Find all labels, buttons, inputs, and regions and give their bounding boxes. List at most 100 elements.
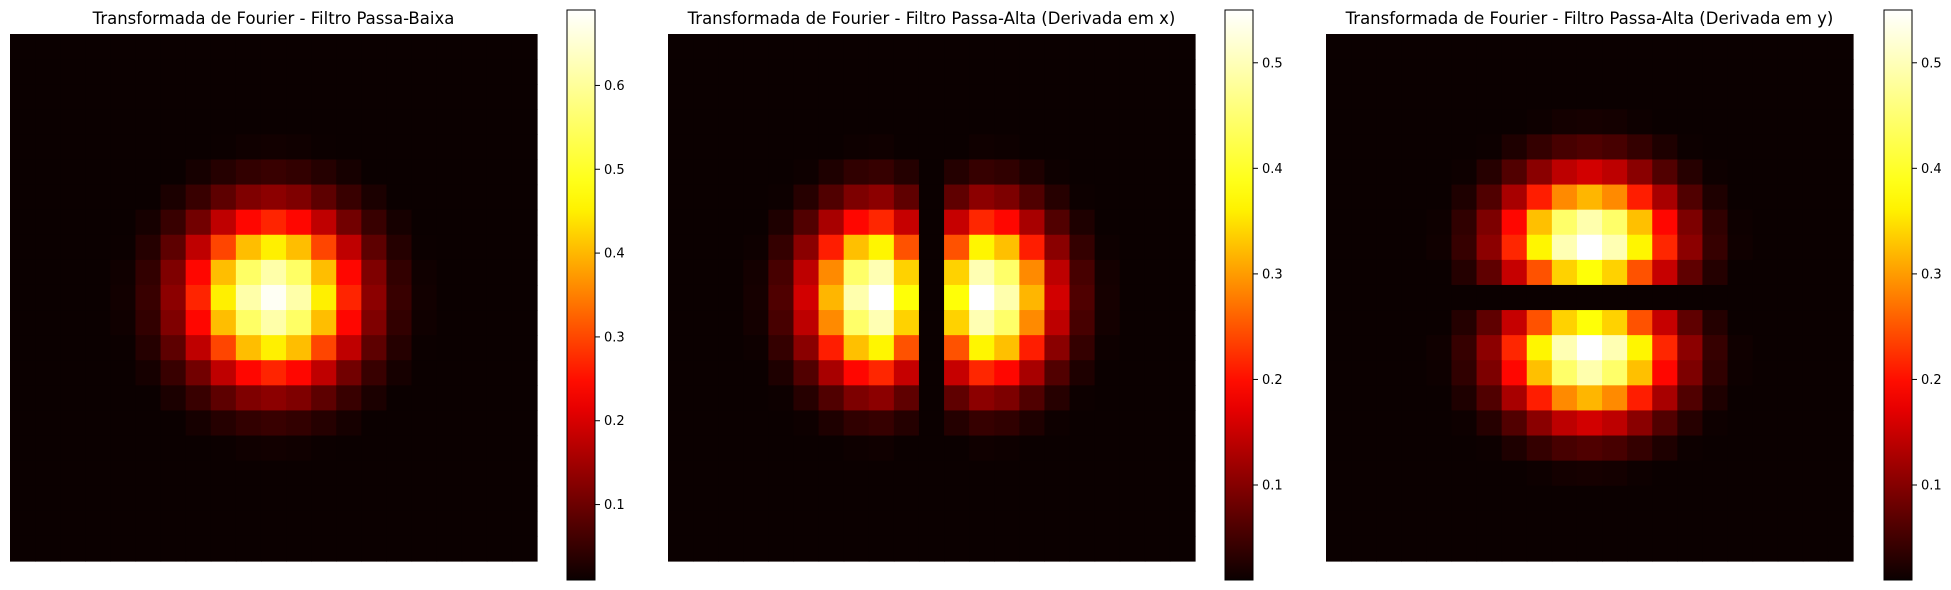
heatmap-cell xyxy=(260,385,287,412)
heatmap-cell xyxy=(511,360,538,386)
heatmap-cell xyxy=(1802,310,1829,336)
heatmap-cell xyxy=(1802,209,1829,236)
heatmap-cell xyxy=(1451,435,1478,462)
heatmap-cell xyxy=(918,134,945,161)
heatmap-cell xyxy=(35,84,61,110)
heatmap-cell xyxy=(486,234,513,261)
heatmap-cell xyxy=(1451,535,1478,562)
heatmap-cell xyxy=(1627,410,1653,437)
heatmap-cell xyxy=(1777,385,1804,412)
heatmap-cell xyxy=(818,460,845,487)
heatmap-cell xyxy=(1702,485,1729,512)
heatmap-cell xyxy=(1451,310,1478,336)
heatmap-cell xyxy=(386,59,413,85)
heatmap-cell xyxy=(893,360,920,386)
heatmap-cell xyxy=(511,209,538,236)
heatmap-cell xyxy=(1576,184,1603,211)
heatmap-cell xyxy=(1677,460,1704,487)
heatmap-cell xyxy=(260,59,287,85)
heatmap-cell xyxy=(135,360,162,386)
heatmap-cell xyxy=(286,284,312,311)
heatmap-cell xyxy=(1426,310,1453,336)
heatmap-cell xyxy=(436,385,463,412)
heatmap-cell xyxy=(1702,59,1729,85)
heatmap-cell xyxy=(668,535,694,562)
heatmap-cell xyxy=(944,109,970,135)
heatmap-cell xyxy=(35,34,61,60)
heatmap-cell xyxy=(1802,109,1829,135)
heatmap-cell xyxy=(668,360,694,386)
heatmap-cell xyxy=(1702,34,1729,60)
heatmap-cell xyxy=(361,34,388,60)
heatmap-cell xyxy=(1652,535,1678,562)
heatmap-cell xyxy=(311,109,337,135)
heatmap-cell xyxy=(1677,410,1704,437)
heatmap-cell xyxy=(1551,310,1578,336)
heatmap-cell xyxy=(286,234,312,261)
heatmap-cell xyxy=(718,209,744,236)
heatmap-cell xyxy=(486,84,513,110)
heatmap-cell xyxy=(436,435,463,462)
heatmap-cell xyxy=(461,184,488,211)
heatmap-cell xyxy=(10,159,36,186)
heatmap-cell xyxy=(969,34,995,60)
heatmap-cell xyxy=(1677,59,1704,85)
heatmap-cell xyxy=(768,109,795,135)
heatmap-cell xyxy=(436,134,463,161)
heatmap-cell xyxy=(1652,34,1678,60)
heatmap-cell xyxy=(893,535,920,562)
heatmap-cell xyxy=(1576,59,1603,85)
heatmap-cell xyxy=(35,209,61,236)
heatmap-cell xyxy=(1476,510,1503,537)
heatmap-cell xyxy=(135,109,162,135)
heatmap-cell xyxy=(1652,209,1678,236)
heatmap-cell xyxy=(944,184,970,211)
heatmap-cell xyxy=(461,259,488,286)
colorbar-tick-label: 0.3 xyxy=(1262,267,1283,282)
heatmap-cell xyxy=(1401,184,1427,211)
heatmap-cell xyxy=(944,209,970,236)
heatmap-cell xyxy=(386,410,413,437)
heatmap-cell xyxy=(918,259,945,286)
heatmap-cell xyxy=(10,510,36,537)
heatmap-cell xyxy=(1019,34,1046,60)
heatmap-cell xyxy=(436,310,463,336)
heatmap-cell xyxy=(1169,234,1196,261)
heatmap-cell xyxy=(1351,510,1377,537)
heatmap-cell xyxy=(110,84,137,110)
heatmap-cell xyxy=(1827,209,1854,236)
heatmap-cell xyxy=(1677,109,1704,135)
heatmap-cell xyxy=(893,460,920,487)
heatmap-cell xyxy=(868,360,895,386)
heatmap-cell xyxy=(718,360,744,386)
heatmap-cell xyxy=(1094,410,1121,437)
heatmap-cell xyxy=(1677,360,1704,386)
heatmap-cell xyxy=(511,435,538,462)
heatmap-cell xyxy=(135,410,162,437)
heatmap-cell xyxy=(135,335,162,361)
heatmap-cell xyxy=(185,109,212,135)
heatmap-cell xyxy=(693,184,719,211)
heatmap-cell xyxy=(1144,535,1171,562)
heatmap-cell xyxy=(160,34,187,60)
heatmap-cell xyxy=(1627,134,1653,161)
heatmap-cell xyxy=(944,435,970,462)
heatmap-cell xyxy=(843,310,870,336)
heatmap-cell xyxy=(85,209,111,236)
heatmap-cell xyxy=(1802,284,1829,311)
heatmap-cell xyxy=(1677,84,1704,110)
heatmap-cell xyxy=(1144,259,1171,286)
heatmap-cell xyxy=(1777,159,1804,186)
heatmap-cell xyxy=(286,159,312,186)
heatmap-cell xyxy=(1727,159,1754,186)
heatmap-cell xyxy=(868,159,895,186)
heatmap-cell xyxy=(918,385,945,412)
heatmap-cell xyxy=(969,159,995,186)
heatmap-cell xyxy=(793,59,820,85)
heatmap-cell xyxy=(1044,385,1071,412)
heatmap-cell xyxy=(1069,310,1096,336)
heatmap-cell xyxy=(60,34,86,60)
heatmap-cell xyxy=(1501,234,1528,261)
heatmap-cell xyxy=(461,535,488,562)
heatmap-cell xyxy=(35,234,61,261)
